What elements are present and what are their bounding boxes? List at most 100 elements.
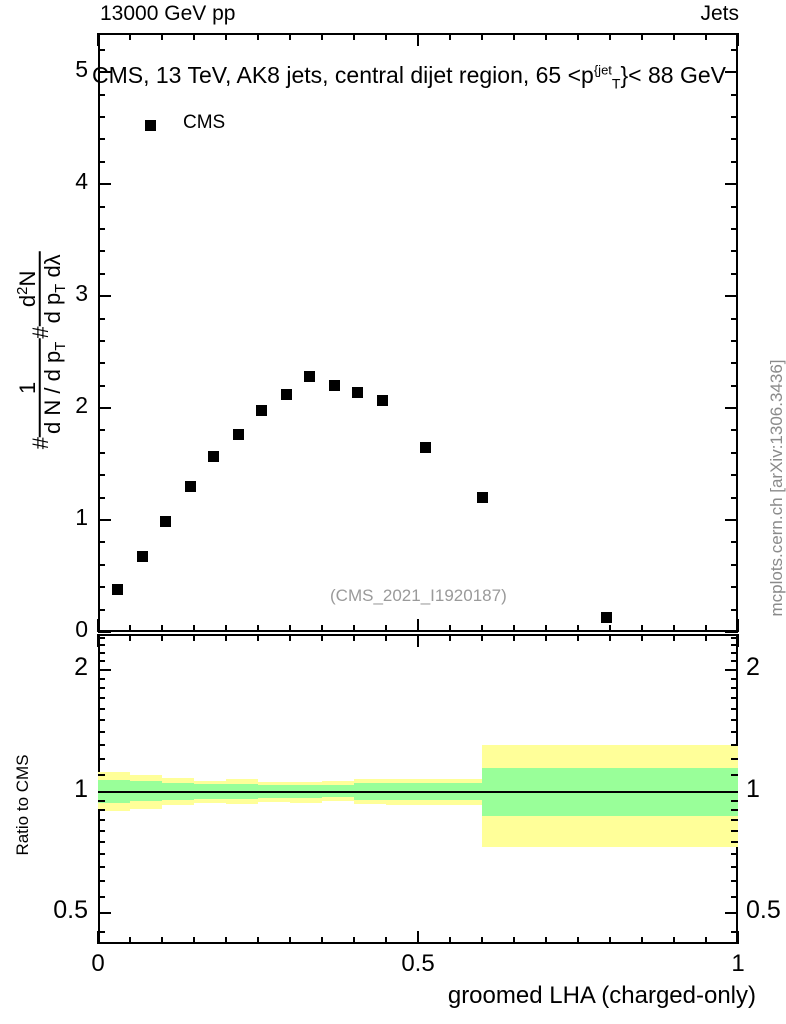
x-minor-tick-main-top <box>513 33 515 40</box>
y-minor-tick-ratio-right <box>731 687 738 690</box>
y-minor-tick-ratio <box>98 636 105 639</box>
y-minor-tick-ratio-right <box>731 707 738 710</box>
x-minor-tick-main-bottom <box>353 625 355 632</box>
y-tick-label-main-0: 0 <box>75 616 88 642</box>
y-minor-tick-ratio-right <box>731 829 738 832</box>
x-minor-tick-ratio-top <box>577 634 579 641</box>
y-tick-label-main-3: 3 <box>75 280 88 307</box>
x-tick-label-1: 0.5 <box>401 950 435 977</box>
y-minor-tick-main-right <box>731 317 738 320</box>
data-point-cms-1 <box>136 551 148 563</box>
y-minor-tick-ratio-right <box>731 651 738 654</box>
x-minor-tick-ratio-bottom <box>449 937 451 944</box>
x-minor-tick-ratio-bottom <box>609 937 611 944</box>
ylabel-hash-2: # <box>27 326 53 339</box>
y-minor-tick-main-right <box>731 474 738 477</box>
y-major-tick-ratio-right-1 <box>725 790 738 793</box>
x-major-tick-main-top <box>737 33 739 46</box>
y-minor-tick-main <box>98 48 105 51</box>
x-minor-tick-main-bottom <box>641 625 643 632</box>
y-minor-tick-ratio <box>98 719 105 722</box>
y-minor-tick-main <box>98 138 105 141</box>
ylabel-den-1-sub: T <box>51 341 69 351</box>
y-minor-tick-ratio-right <box>731 799 738 802</box>
y-minor-tick-main-right <box>731 93 738 96</box>
x-minor-tick-ratio-bottom <box>385 937 387 944</box>
x-minor-tick-main-top <box>577 33 579 40</box>
ylabel-hash-1: # <box>27 436 53 450</box>
y-minor-tick-ratio <box>98 773 105 776</box>
x-minor-tick-main-bottom <box>193 625 195 632</box>
data-point-cms-3 <box>184 480 196 492</box>
y-minor-tick-ratio <box>98 677 105 680</box>
x-minor-tick-main-bottom <box>289 625 291 632</box>
x-minor-tick-main-top <box>705 33 707 40</box>
x-minor-tick-ratio-bottom <box>353 937 355 944</box>
x-major-tick-main-top <box>417 33 419 46</box>
y-minor-tick-main-right <box>731 541 738 544</box>
y-minor-tick-ratio-right <box>731 758 738 761</box>
x-minor-tick-main-top <box>641 33 643 40</box>
plot-title-main: CMS, 13 TeV, AK8 jets, central dijet reg… <box>92 62 594 88</box>
y-minor-tick-main <box>98 474 105 477</box>
y-major-tick-main-0 <box>98 631 111 633</box>
y-minor-tick-ratio-right <box>731 719 738 722</box>
y-major-tick-ratio-right-2 <box>725 668 738 671</box>
data-point-cms-7 <box>280 389 292 401</box>
legend-marker-cms <box>145 120 156 131</box>
y-minor-tick-main <box>98 362 105 365</box>
y-major-tick-main-4 <box>98 183 111 186</box>
x-minor-tick-main-bottom <box>481 625 483 632</box>
y-minor-tick-main-right <box>731 362 738 365</box>
ylabel-num-1: 1 <box>14 381 40 394</box>
x-minor-tick-main-bottom <box>577 625 579 632</box>
y-major-tick-main-3 <box>98 295 111 298</box>
y-minor-tick-main-right <box>731 384 738 387</box>
x-minor-tick-main-bottom <box>161 625 163 632</box>
ylabel-num-2-n: N <box>15 270 41 287</box>
y-minor-tick-ratio-right <box>731 880 738 883</box>
y-minor-tick-ratio-right <box>731 930 738 933</box>
x-minor-tick-main-bottom <box>225 625 227 632</box>
x-minor-tick-ratio-bottom <box>545 937 547 944</box>
x-minor-tick-ratio-bottom <box>257 937 259 944</box>
y-minor-tick-main <box>98 250 105 253</box>
x-minor-tick-main-top <box>257 33 259 40</box>
x-minor-tick-ratio-top <box>257 634 259 641</box>
x-minor-tick-ratio-top <box>641 634 643 641</box>
x-minor-tick-main-top <box>449 33 451 40</box>
data-point-cms-13 <box>476 492 488 504</box>
x-minor-tick-ratio-top <box>289 634 291 641</box>
y-major-tick-main-2 <box>98 407 111 410</box>
y-major-tick-main-right-5 <box>725 71 738 74</box>
y-tick-label-ratio-right-2: 2 <box>746 652 760 681</box>
ylabel-den-1: d N / d pT <box>38 338 69 437</box>
y-minor-tick-ratio <box>98 707 105 710</box>
x-minor-tick-main-bottom <box>513 625 515 632</box>
y-minor-tick-ratio <box>98 697 105 700</box>
x-major-tick-ratio-top <box>737 634 739 647</box>
data-point-cms-6 <box>256 404 268 416</box>
x-tick-label-0: 0 <box>91 950 105 977</box>
y-minor-tick-main-right <box>731 586 738 589</box>
y-minor-tick-main <box>98 93 105 96</box>
x-minor-tick-ratio-top <box>353 634 355 641</box>
y-minor-tick-ratio <box>98 660 105 663</box>
y-tick-label-ratio-2: 2 <box>74 652 88 681</box>
y-minor-tick-main-right <box>731 429 738 432</box>
data-point-cms-10 <box>352 386 364 398</box>
x-minor-tick-main-top <box>545 33 547 40</box>
y-minor-tick-main <box>98 541 105 544</box>
x-minor-tick-main-bottom <box>129 625 131 632</box>
y-major-tick-ratio-2 <box>98 668 111 671</box>
y-major-tick-main-5 <box>98 71 111 74</box>
data-point-cms-2 <box>160 515 172 527</box>
y-tick-label-ratio-1: 1 <box>74 774 88 803</box>
data-point-cms-5 <box>232 429 244 441</box>
y-minor-tick-main-right <box>731 451 738 454</box>
x-minor-tick-main-top <box>129 33 131 40</box>
x-major-tick-ratio-bottom <box>417 931 419 944</box>
x-minor-tick-ratio-top <box>449 634 451 641</box>
x-major-tick-ratio-bottom <box>97 931 99 944</box>
y-minor-tick-ratio <box>98 829 105 832</box>
